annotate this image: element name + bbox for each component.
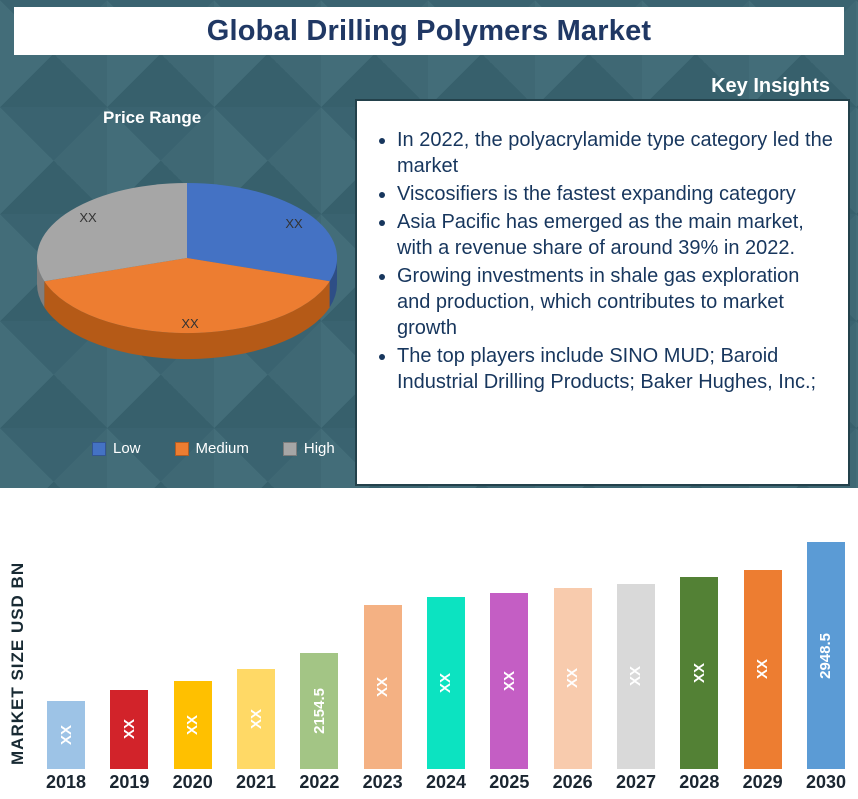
bar-value-label: 2948.5: [817, 632, 835, 679]
pie-legend: Low Medium High: [92, 440, 335, 457]
bar-2027: XX: [616, 584, 655, 769]
key-insights-box: In 2022, the polyacrylamide type categor…: [355, 99, 850, 486]
bar-2024: XX: [426, 597, 465, 769]
legend-swatch-low: [92, 441, 106, 456]
x-axis-label: 2020: [172, 772, 213, 792]
bar-2018: XX: [47, 701, 86, 769]
legend-label-medium: Medium: [195, 440, 249, 457]
x-axis-label: 2024: [425, 772, 467, 792]
pie-slice-low: [187, 183, 338, 282]
main-area: Key Insights In 2022, the polyacrylamide…: [0, 55, 858, 488]
bar-value-label: XX: [120, 719, 138, 740]
x-axis-label: 2026: [552, 772, 593, 792]
bar-column-2024: XX 2024: [426, 597, 466, 793]
key-insight-item: The top players include SINO MUD; Baroid…: [397, 343, 836, 395]
x-axis-label: 2028: [679, 772, 720, 792]
bar-column-2022: 2154.5 2022: [299, 653, 339, 793]
bar-value-label: 2154.5: [310, 688, 328, 734]
x-axis-label: 2023: [362, 772, 403, 792]
bar-2025: XX: [490, 593, 529, 769]
bar-2022: 2154.5: [300, 653, 339, 769]
bar-value-label: XX: [374, 676, 392, 697]
bar-column-2030: 2948.5 2030: [806, 542, 846, 793]
key-insight-item: Growing investments in shale gas explora…: [397, 263, 836, 341]
x-axis-label: 2019: [109, 772, 150, 792]
bar-2019: XX: [110, 690, 149, 769]
legend-label-low: Low: [113, 440, 141, 457]
key-insight-item: Asia Pacific has emerged as the main mar…: [397, 209, 836, 261]
x-axis-label: 2021: [235, 772, 277, 792]
bar-column-2021: XX 2021: [236, 669, 276, 793]
bar-2030: 2948.5: [806, 542, 845, 769]
pie-rim-low: [329, 258, 338, 308]
pie-slice-medium: [44, 258, 330, 334]
pie-slice-label-low: XX: [285, 216, 303, 231]
legend-item-low: Low: [92, 440, 141, 457]
bar-2020: XX: [173, 681, 212, 769]
title-banner: Global Drilling Polymers Market: [14, 7, 844, 55]
x-axis-label: 2018: [46, 772, 87, 792]
pie-chart: XX XX XX: [36, 183, 338, 360]
x-axis-label: 2027: [615, 772, 656, 792]
bar-2028: XX: [680, 577, 719, 769]
bar-2023: XX: [363, 605, 402, 769]
bar-value-label: XX: [500, 670, 518, 691]
bar-column-2018: XX 2018: [46, 701, 86, 793]
bar-value-label: XX: [57, 724, 75, 745]
page-title: Global Drilling Polymers Market: [206, 14, 652, 47]
bar-value-label: XX: [437, 672, 455, 693]
pie-rim-medium: [44, 281, 330, 360]
bar-column-2023: XX 2023: [363, 605, 403, 793]
legend-swatch-medium: [174, 441, 189, 456]
key-insights-heading: Key Insights: [711, 75, 830, 97]
bar-column-2027: XX 2027: [616, 584, 656, 793]
pie-chart-title: Price Range: [103, 108, 202, 127]
bar-column-2020: XX 2020: [173, 681, 213, 793]
pie-rim-high: [36, 258, 45, 308]
bar-value-label: XX: [627, 666, 645, 687]
key-insights-list: In 2022, the polyacrylamide type categor…: [397, 127, 836, 395]
bar-column-2029: XX 2029: [743, 570, 783, 793]
legend-item-high: High: [282, 440, 335, 457]
bar-column-2028: XX 2028: [679, 577, 719, 793]
legend-label-high: High: [303, 440, 335, 457]
x-axis-label: 2022: [299, 772, 340, 792]
legend-item-medium: Medium: [174, 440, 249, 457]
bar-2026: XX: [553, 588, 592, 769]
pie-slice-label-medium: XX: [181, 316, 199, 331]
x-axis-label: 2025: [489, 772, 530, 792]
bar-chart: XX 2018 XX 2019 XX 2020 XX 202: [46, 496, 846, 793]
x-axis-label: 2029: [742, 772, 783, 792]
bar-column-2026: XX 2026: [553, 588, 593, 793]
bar-value-label: XX: [690, 662, 708, 683]
y-axis-title: MARKET SIZE USD BN: [8, 561, 27, 765]
bar-value-label: XX: [247, 708, 265, 729]
bar-column-2025: XX 2025: [489, 593, 529, 793]
pie-slice-label-high: XX: [79, 210, 97, 225]
key-insight-item: In 2022, the polyacrylamide type categor…: [397, 127, 836, 179]
bar-value-label: XX: [184, 714, 202, 735]
bar-value-label: XX: [754, 659, 772, 680]
bar-2029: XX: [743, 570, 782, 769]
bar-value-label: XX: [564, 668, 582, 689]
bar-2021: XX: [237, 669, 275, 769]
x-axis-label: 2030: [805, 772, 846, 792]
pie-slice-high: [36, 183, 187, 282]
bar-column-2019: XX 2019: [109, 690, 149, 793]
bar-chart-panel: MARKET SIZE USD BN XX 2018 XX 2019 XX 20…: [0, 488, 858, 799]
legend-swatch-high: [282, 441, 297, 456]
key-insight-item: Viscosifiers is the fastest expanding ca…: [397, 181, 836, 207]
